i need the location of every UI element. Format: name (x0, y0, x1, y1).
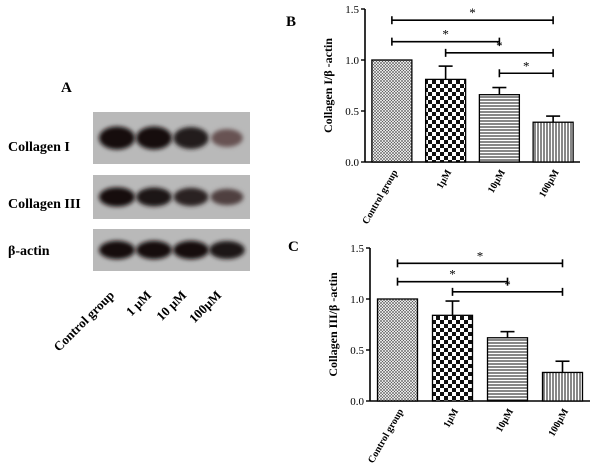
blot-row-label: β-actin (8, 244, 50, 259)
x-tick-label: Control group (360, 168, 400, 227)
western-blot: Collagen I Collagen III β-actin Control gro… (8, 112, 250, 354)
blot-lane-label: Control group (50, 288, 117, 355)
bar (376, 298, 419, 402)
x-tick-label: 10μM (494, 407, 516, 435)
significance-star: * (523, 58, 530, 73)
blot-band (173, 240, 209, 260)
blot-band (209, 240, 245, 260)
blot-row-label: Collagen I (8, 140, 70, 155)
blot-lane-label: 1 μM (123, 288, 154, 319)
bar (486, 337, 529, 402)
x-tick-label: 1μM (435, 168, 455, 191)
blot-band (99, 240, 135, 260)
y-axis-label: Collagen III/β -actin (326, 272, 340, 377)
bar (431, 314, 474, 402)
y-tick-label: 1.0 (345, 55, 359, 67)
blot-band (136, 240, 172, 260)
x-tick-label: 1μM (442, 407, 462, 430)
x-tick-label: 100μM (547, 407, 572, 439)
bar (478, 94, 521, 163)
y-axis-label: Collagen I/β -actin (321, 38, 335, 133)
x-tick-label: Control group (366, 407, 406, 466)
blot-lane-label: 10 μM (153, 288, 189, 324)
x-tick-label: 10μM (486, 168, 508, 196)
bar (424, 78, 467, 163)
bar (532, 121, 574, 163)
chart-c: 0.0 0.5 1.0 1.5 Collagen III/β -actin Control… (326, 243, 590, 465)
blot-band (136, 187, 172, 207)
blot-band (173, 127, 209, 149)
blot-band (173, 187, 209, 207)
significance-star: * (469, 5, 476, 20)
blot-band (99, 126, 135, 150)
panel-label-c: C (288, 239, 299, 255)
y-tick-label: 0.0 (350, 396, 364, 408)
y-tick-label: 0.5 (345, 106, 359, 118)
y-tick-label: 1.0 (350, 294, 364, 306)
blot-band (211, 129, 243, 147)
blot-band (210, 188, 244, 206)
blot-band (99, 187, 135, 207)
y-tick-label: 0.5 (350, 345, 364, 357)
panel-label-a: A (61, 80, 72, 96)
x-tick-label: 100μM (537, 168, 562, 200)
y-tick-label: 0.0 (345, 157, 359, 169)
y-tick-label: 1.5 (350, 243, 364, 255)
bar (541, 371, 584, 402)
chart-b: 0.0 0.5 1.0 1.5 Collagen I/β -actin Control g… (321, 4, 580, 226)
blot-row-label: Collagen III (8, 197, 81, 212)
blot-lane-label: 100μM (186, 288, 224, 326)
significance-star: * (442, 27, 449, 42)
significance-star: * (496, 38, 503, 53)
significance-star: * (449, 267, 456, 282)
blot-band (136, 126, 172, 150)
bar (371, 59, 413, 163)
y-tick-label: 1.5 (345, 4, 359, 16)
significance-star: * (477, 248, 484, 263)
significance-star: * (504, 277, 511, 292)
panel-label-b: B (286, 14, 296, 30)
